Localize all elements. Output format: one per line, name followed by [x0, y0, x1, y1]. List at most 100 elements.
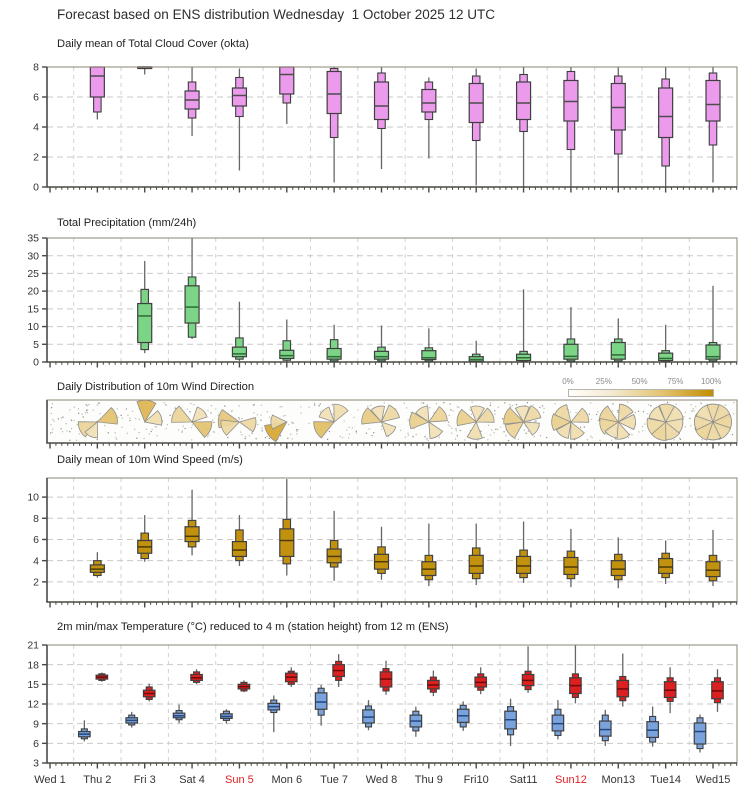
- panel-title-temperature: 2m min/max Temperature (°C) reduced to 4…: [57, 621, 449, 633]
- wind-rose: [456, 405, 495, 440]
- box-25-75: [279, 349, 295, 360]
- y-axis-tick-label: 5: [33, 339, 39, 351]
- day-label: Wed 1: [34, 774, 66, 786]
- box-25-75: [89, 66, 105, 98]
- wind-rose-petal: [694, 421, 714, 441]
- wind-rose-petal: [380, 421, 397, 437]
- y-axis-tick-label: 0: [33, 357, 39, 369]
- day-label: Tue14: [650, 774, 681, 786]
- box-25-75: [468, 554, 484, 574]
- wind-rose-petal: [96, 407, 118, 425]
- y-axis-tick-label: 20: [27, 286, 39, 298]
- wind-rose-petal: [522, 405, 542, 423]
- wind-rose-petal: [614, 421, 631, 440]
- y-axis-tick-label: 3: [33, 758, 39, 770]
- wind-rose-petal: [191, 421, 213, 438]
- day-label: Fri 3: [134, 774, 156, 786]
- wind-legend-label: 75%: [667, 377, 684, 386]
- temp-boxes: [78, 645, 724, 753]
- wind-legend-label: 0%: [562, 377, 574, 386]
- panel-frame: 2 4 6 8 10: [27, 477, 738, 608]
- box-25-75: [279, 66, 295, 95]
- wind-rose: [409, 405, 448, 439]
- day-label: Sat 4: [179, 774, 205, 786]
- day-label: Sat11: [510, 774, 538, 786]
- wind-rose-petal: [318, 406, 335, 423]
- y-axis-tick-label: 21: [27, 640, 39, 652]
- wind-rose-petal: [428, 406, 448, 423]
- wind-rose-petal: [695, 404, 714, 423]
- y-axis-tick-label: 4: [33, 122, 39, 134]
- day-label: Fri10: [464, 774, 489, 786]
- panel-frame: 0 5 10 15 20 25 30 35: [27, 233, 738, 369]
- wind-rose: [646, 403, 684, 441]
- wind-rose-petal: [712, 421, 731, 441]
- wind-rose-petal: [648, 405, 667, 423]
- wind-rose-petal: [361, 407, 383, 425]
- wind-rose-petal: [270, 414, 288, 430]
- box-25-75: [421, 88, 437, 113]
- wind-rose-petal: [617, 413, 636, 431]
- day-label: Sun12: [555, 774, 587, 786]
- wind-rose-petal: [475, 407, 495, 423]
- wind-rose-petal: [220, 419, 241, 436]
- wind-rose-petal: [599, 418, 620, 435]
- wind-rose-petal: [503, 407, 525, 425]
- gridlines: [47, 238, 737, 362]
- wind-rose: [171, 405, 213, 438]
- wind-rose-petal: [143, 410, 163, 426]
- box-25-75: [563, 556, 579, 576]
- day-label: Mon 6: [271, 774, 302, 786]
- wind-rose-petal: [313, 421, 335, 439]
- box-25-75: [598, 720, 612, 737]
- box-25-75: [658, 352, 674, 362]
- day-label: Tue 7: [320, 774, 348, 786]
- box-25-75: [658, 557, 674, 574]
- box-25-75: [373, 81, 390, 121]
- wind-rose-petal: [522, 421, 540, 436]
- box-25-75: [184, 526, 200, 543]
- wind-rose: [217, 409, 257, 436]
- wind-rose-petal: [604, 421, 619, 439]
- wind-rose-petal: [617, 403, 634, 423]
- y-axis-tick-label: 30: [27, 250, 39, 262]
- wind-rose-petal: [370, 405, 386, 423]
- y-axis-tick-label: 6: [33, 738, 39, 750]
- wind-rose-petal: [570, 421, 585, 440]
- panel-title-cloud-cover: Daily mean of Total Cloud Cover (okta): [57, 38, 249, 50]
- precip-boxes: [137, 238, 721, 363]
- box-25-75: [693, 722, 707, 745]
- wind-rose-petal: [646, 418, 667, 435]
- box-25-75: [515, 81, 532, 121]
- wind-rose-petal: [598, 405, 620, 423]
- wind-rose: [361, 404, 400, 437]
- day-label: Sun 5: [225, 774, 254, 786]
- wind-rose-petal: [694, 413, 714, 431]
- day-label: Mon13: [601, 774, 635, 786]
- day-label: Wed15: [696, 774, 731, 786]
- box-25-75: [373, 350, 390, 360]
- y-axis-tick-label: 6: [33, 92, 39, 104]
- wind-direction-strip: [47, 399, 737, 443]
- wind_speed-boxes: [89, 479, 721, 589]
- y-axis-tick-label: 8: [33, 513, 39, 525]
- wind-rose: [551, 404, 590, 440]
- y-axis-tick-label: 4: [33, 555, 39, 567]
- panel-title-precipitation: Total Precipitation (mm/24h): [57, 217, 197, 229]
- box-25-75: [231, 540, 248, 558]
- wind-rose-petal: [264, 421, 288, 443]
- day-label: Wed 8: [366, 774, 398, 786]
- wind-rose-petal: [333, 403, 349, 423]
- wind-rose-petal: [456, 408, 478, 427]
- y-axis-tick-label: 10: [27, 492, 39, 504]
- wind-rose: [503, 405, 542, 439]
- day-label: Thu 2: [83, 774, 111, 786]
- box-25-75: [563, 343, 579, 360]
- wind-rose-petal: [171, 405, 193, 423]
- y-axis-tick-label: 15: [27, 679, 39, 691]
- wind-rose-petal: [84, 421, 99, 439]
- y-axis-tick-label: 0: [33, 182, 39, 194]
- cloud-boxes: [89, 66, 721, 187]
- box-25-75: [515, 555, 532, 574]
